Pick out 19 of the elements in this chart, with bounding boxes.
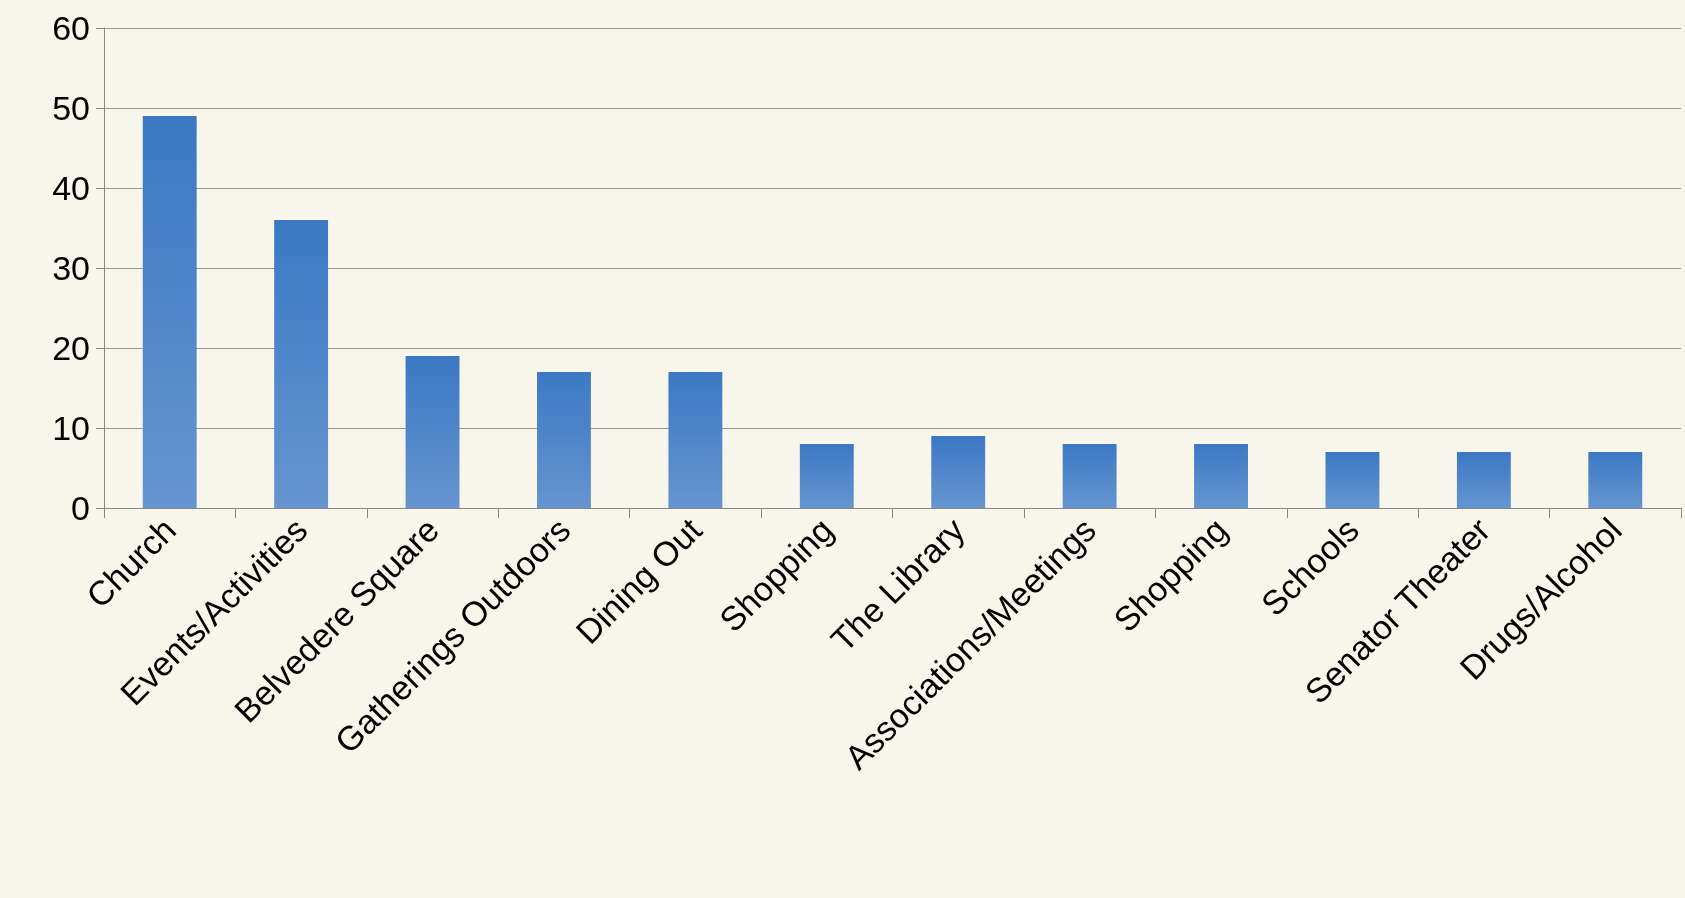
y-tick-label: 10 [52, 409, 90, 447]
bar [274, 220, 329, 508]
bar [405, 356, 460, 508]
bar [1325, 452, 1380, 508]
bar [1456, 452, 1511, 508]
bar [1194, 444, 1248, 508]
bar [1588, 452, 1643, 508]
bar [537, 372, 591, 508]
bar [799, 444, 854, 508]
bar [1062, 444, 1117, 508]
y-tick-label: 20 [52, 329, 90, 367]
y-tick-label: 50 [52, 89, 90, 127]
y-tick-label: 40 [52, 169, 90, 207]
y-tick-label: 0 [71, 489, 90, 527]
bar [931, 436, 986, 508]
bar [668, 372, 723, 508]
y-tick-label: 60 [52, 9, 90, 47]
bar [142, 116, 197, 508]
y-tick-label: 30 [52, 249, 90, 287]
